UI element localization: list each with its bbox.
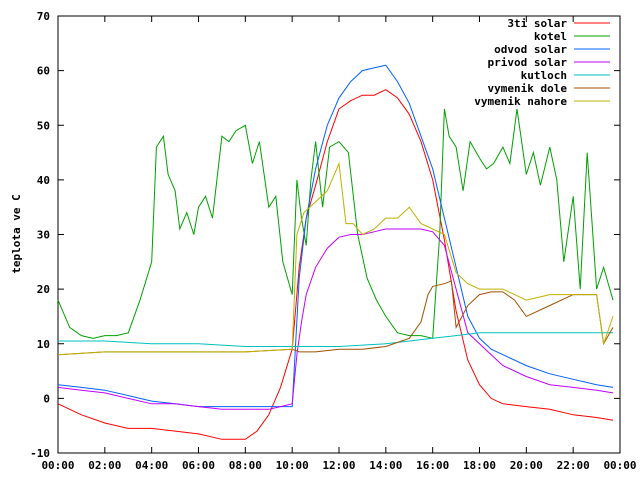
y-tick-label: -10 — [30, 447, 50, 460]
y-tick-label: 0 — [43, 392, 50, 405]
x-tick-label: 22:00 — [557, 459, 590, 472]
y-tick-label: 70 — [37, 10, 50, 23]
x-tick-label: 00:00 — [603, 459, 636, 472]
y-tick-label: 40 — [37, 174, 50, 187]
x-tick-label: 16:00 — [416, 459, 449, 472]
x-tick-label: 14:00 — [369, 459, 402, 472]
series-line-vymenik-nahore — [57, 161, 614, 356]
legend-label: vymenik dole — [488, 82, 568, 95]
x-tick-label: 00:00 — [41, 459, 74, 472]
x-tick-label: 10:00 — [276, 459, 309, 472]
x-tick-label: 04:00 — [135, 459, 168, 472]
series-line-privod-solar — [57, 228, 614, 410]
x-axis: 00:00 02:00 04:00 06:00 08:00 10:00 12:00 14:00… — [41, 16, 637, 472]
legend-label: odvod solar — [494, 43, 567, 56]
series-line-kutloch — [58, 332, 613, 347]
series-lines — [57, 64, 614, 440]
x-tick-label: 06:00 — [182, 459, 215, 472]
x-tick-label: 08:00 — [229, 459, 262, 472]
x-tick-label: 02:00 — [88, 459, 121, 472]
x-tick-label: 12:00 — [322, 459, 355, 472]
y-axis: -10 0 10 20 30 40 50 60 70 — [30, 10, 620, 460]
x-tick-label: 18:00 — [463, 459, 496, 472]
legend-label: kutloch — [521, 69, 567, 82]
series-line-odvod-solar — [57, 64, 614, 408]
y-axis-label: teplota ve C — [10, 194, 23, 273]
legend-label: privod solar — [488, 56, 568, 69]
series-line-3ti-solar — [57, 89, 614, 440]
y-tick-label: 10 — [37, 338, 50, 351]
y-tick-label: 60 — [37, 65, 50, 78]
legend-label: kotel — [534, 30, 567, 43]
x-tick-label: 20:00 — [510, 459, 543, 472]
y-tick-label: 50 — [37, 119, 50, 132]
legend-label: vymenik nahore — [474, 95, 567, 108]
y-tick-label: 20 — [37, 283, 50, 296]
series-line-kotel — [57, 108, 614, 339]
legend-label: 3ti solar — [507, 17, 567, 30]
y-tick-label: 30 — [37, 229, 50, 242]
